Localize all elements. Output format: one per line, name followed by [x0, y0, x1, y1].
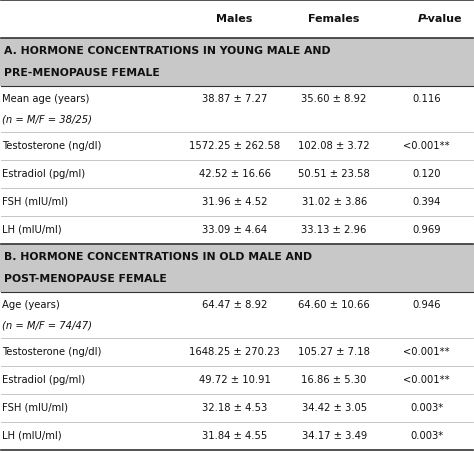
- Text: -value: -value: [424, 14, 462, 24]
- Text: 0.969: 0.969: [412, 225, 441, 235]
- Text: A. HORMONE CONCENTRATIONS IN YOUNG MALE AND: A. HORMONE CONCENTRATIONS IN YOUNG MALE …: [4, 47, 330, 57]
- Text: Estradiol (pg/ml): Estradiol (pg/ml): [2, 169, 85, 179]
- Text: LH (mIU/ml): LH (mIU/ml): [2, 225, 62, 235]
- Text: Males: Males: [217, 14, 253, 24]
- Text: LH (mIU/ml): LH (mIU/ml): [2, 431, 62, 441]
- Text: 0.120: 0.120: [412, 169, 441, 179]
- Text: Testosterone (ng/dl): Testosterone (ng/dl): [2, 347, 102, 357]
- Text: 16.86 ± 5.30: 16.86 ± 5.30: [301, 375, 367, 385]
- Text: 0.116: 0.116: [412, 94, 441, 104]
- Text: POST-MENOPAUSE FEMALE: POST-MENOPAUSE FEMALE: [4, 274, 166, 284]
- Text: (n = M/F = 74/47): (n = M/F = 74/47): [2, 320, 92, 330]
- Text: FSH (mIU/ml): FSH (mIU/ml): [2, 197, 68, 207]
- Text: <0.001**: <0.001**: [403, 141, 450, 151]
- Bar: [0, 394, 474, 422]
- Text: 34.17 ± 3.49: 34.17 ± 3.49: [301, 431, 367, 441]
- Text: 105.27 ± 7.18: 105.27 ± 7.18: [298, 347, 370, 357]
- Bar: [0, 86, 474, 132]
- Text: FSH (mIU/ml): FSH (mIU/ml): [2, 403, 68, 413]
- Bar: [0, 160, 474, 188]
- Bar: [0, 132, 474, 160]
- Text: Females: Females: [309, 14, 360, 24]
- Text: 50.51 ± 23.58: 50.51 ± 23.58: [298, 169, 370, 179]
- Text: 33.13 ± 2.96: 33.13 ± 2.96: [301, 225, 367, 235]
- Text: 33.09 ± 4.64: 33.09 ± 4.64: [202, 225, 267, 235]
- Text: 35.60 ± 8.92: 35.60 ± 8.92: [301, 94, 367, 104]
- Text: 0.946: 0.946: [412, 300, 441, 310]
- Text: 34.42 ± 3.05: 34.42 ± 3.05: [301, 403, 367, 413]
- Text: Mean age (years): Mean age (years): [2, 94, 90, 104]
- Text: 42.52 ± 16.66: 42.52 ± 16.66: [199, 169, 271, 179]
- Text: 64.60 ± 10.66: 64.60 ± 10.66: [298, 300, 370, 310]
- Bar: [0, 38, 474, 86]
- Text: <0.001**: <0.001**: [403, 375, 450, 385]
- Text: 38.87 ± 7.27: 38.87 ± 7.27: [202, 94, 267, 104]
- Text: 31.02 ± 3.86: 31.02 ± 3.86: [301, 197, 367, 207]
- Bar: [0, 188, 474, 216]
- Bar: [0, 244, 474, 292]
- Text: 31.96 ± 4.52: 31.96 ± 4.52: [202, 197, 267, 207]
- Bar: [0, 216, 474, 244]
- Bar: [0, 422, 474, 450]
- Bar: [0, 0, 474, 38]
- Text: Estradiol (pg/ml): Estradiol (pg/ml): [2, 375, 85, 385]
- Text: 1572.25 ± 262.58: 1572.25 ± 262.58: [189, 141, 280, 151]
- Bar: [0, 366, 474, 394]
- Text: 64.47 ± 8.92: 64.47 ± 8.92: [202, 300, 267, 310]
- Text: (n = M/F = 38/25): (n = M/F = 38/25): [2, 114, 92, 124]
- Text: <0.001**: <0.001**: [403, 347, 450, 357]
- Text: B. HORMONE CONCENTRATIONS IN OLD MALE AND: B. HORMONE CONCENTRATIONS IN OLD MALE AN…: [4, 252, 312, 262]
- Text: 31.84 ± 4.55: 31.84 ± 4.55: [202, 431, 267, 441]
- Text: 0.003*: 0.003*: [410, 403, 443, 413]
- Text: PRE-MENOPAUSE FEMALE: PRE-MENOPAUSE FEMALE: [4, 67, 160, 77]
- Text: 1648.25 ± 270.23: 1648.25 ± 270.23: [189, 347, 280, 357]
- Text: 49.72 ± 10.91: 49.72 ± 10.91: [199, 375, 271, 385]
- Text: 32.18 ± 4.53: 32.18 ± 4.53: [202, 403, 267, 413]
- Text: Age (years): Age (years): [2, 300, 60, 310]
- Bar: [0, 338, 474, 366]
- Text: Testosterone (ng/dl): Testosterone (ng/dl): [2, 141, 102, 151]
- Text: 102.08 ± 3.72: 102.08 ± 3.72: [298, 141, 370, 151]
- Text: 0.394: 0.394: [412, 197, 441, 207]
- Text: 0.003*: 0.003*: [410, 431, 443, 441]
- Bar: [0, 292, 474, 338]
- Text: P: P: [418, 14, 426, 24]
